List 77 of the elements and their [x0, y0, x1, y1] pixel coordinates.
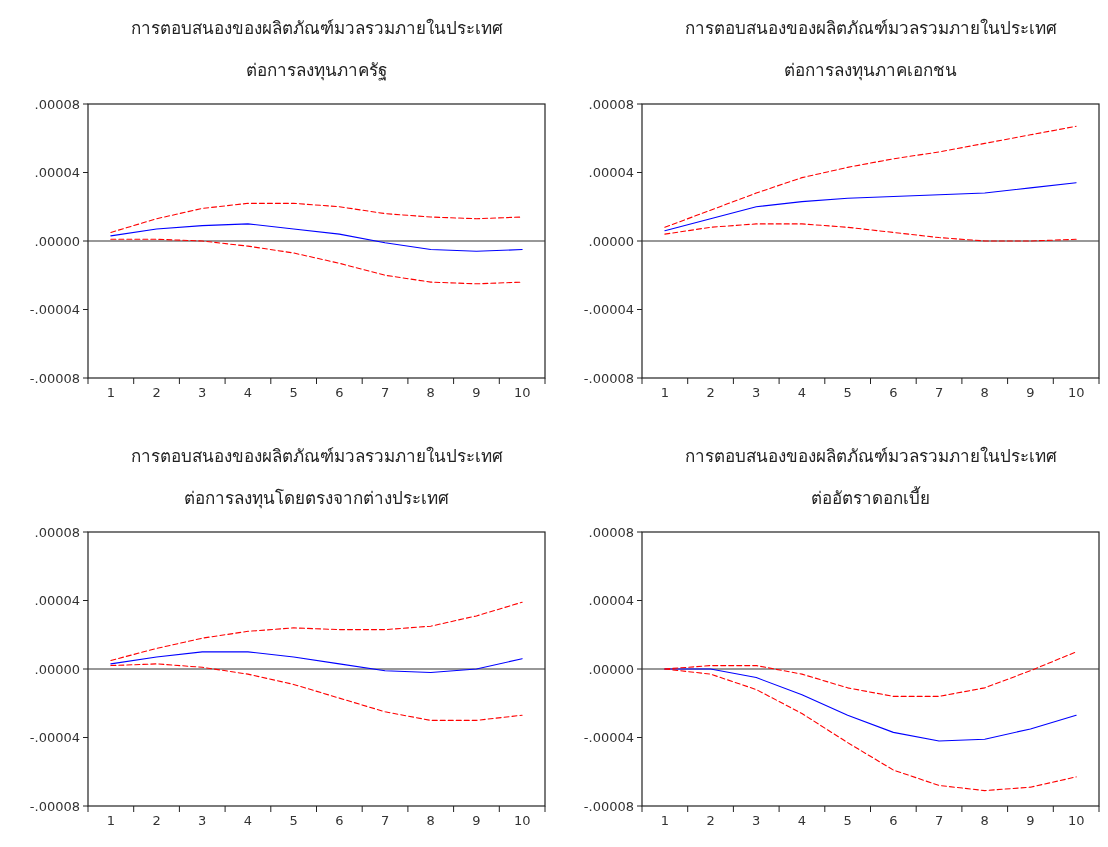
- x-tick-label: 2: [152, 813, 161, 828]
- y-tick-label: -.00004: [583, 730, 634, 746]
- chart-subtitle: ต่อการลงทุนภาคเอกชน: [784, 60, 957, 81]
- x-tick-label: 4: [797, 813, 807, 828]
- x-tick-label: 1: [106, 813, 115, 828]
- y-tick-label: .00004: [588, 165, 634, 181]
- line-series: [110, 663, 523, 721]
- y-tick-label: -.00008: [29, 798, 80, 814]
- y-tick-label: -.00004: [29, 730, 80, 746]
- line-series: [110, 202, 523, 233]
- x-tick-label: 6: [335, 385, 344, 400]
- x-tick-label: 8: [980, 385, 989, 400]
- line-series: [110, 238, 523, 285]
- y-tick-label: -.00004: [29, 302, 80, 318]
- y-tick-label: .00000: [34, 233, 80, 249]
- x-tick-label: 4: [243, 813, 253, 828]
- line-series: [110, 601, 523, 661]
- y-tick-label: .00000: [34, 661, 80, 677]
- x-tick-label: 4: [243, 385, 253, 400]
- x-tick-label: 7: [934, 813, 944, 828]
- line-series: [110, 651, 523, 673]
- x-tick-label: 6: [889, 385, 898, 400]
- x-tick-label: 7: [380, 813, 390, 828]
- y-tick-label: .00008: [34, 96, 80, 112]
- y-tick-label: .00000: [588, 233, 634, 249]
- y-tick-label: -.00008: [583, 798, 634, 814]
- x-tick-label: 8: [426, 385, 435, 400]
- x-tick-label: 6: [335, 813, 344, 828]
- y-tick-label: .00008: [588, 524, 634, 540]
- chart-title: การตอบสนองของผลิตภัณฑ์มวลรวมภายในประเทศ: [684, 18, 1057, 38]
- x-tick-label: 9: [472, 813, 481, 828]
- x-tick-label: 2: [152, 385, 161, 400]
- chart-title: การตอบสนองของผลิตภัณฑ์มวลรวมภายในประเทศ: [130, 18, 503, 38]
- y-tick-label: .00008: [34, 524, 80, 540]
- x-tick-label: 2: [706, 385, 715, 400]
- y-tick-label: .00004: [588, 593, 634, 609]
- x-tick-label: 3: [198, 385, 207, 400]
- x-tick-label: 2: [706, 813, 715, 828]
- x-tick-label: 9: [1026, 385, 1035, 400]
- x-tick-label: 8: [426, 813, 435, 828]
- x-tick-label: 10: [1067, 813, 1085, 828]
- x-tick-label: 5: [843, 813, 852, 828]
- x-tick-label: 10: [513, 385, 531, 400]
- chart-title: การตอบสนองของผลิตภัณฑ์มวลรวมภายในประเทศ: [130, 446, 503, 466]
- x-tick-label: 1: [660, 385, 669, 400]
- y-tick-label: -.00008: [583, 370, 634, 386]
- y-tick-label: .00000: [588, 661, 634, 677]
- x-tick-label: 8: [980, 813, 989, 828]
- x-tick-label: 4: [797, 385, 807, 400]
- x-tick-label: 3: [198, 813, 207, 828]
- x-tick-label: 1: [660, 813, 669, 828]
- x-tick-label: 7: [380, 385, 390, 400]
- line-series: [110, 223, 523, 252]
- chart-subtitle: ต่อการลงทุนภาครัฐ: [246, 60, 387, 81]
- line-series: [664, 223, 1077, 242]
- y-tick-label: -.00004: [583, 302, 634, 318]
- chart-title: การตอบสนองของผลิตภัณฑ์มวลรวมภายในประเทศ: [684, 446, 1057, 466]
- y-tick-label: .00004: [34, 165, 80, 181]
- x-tick-label: 3: [752, 813, 761, 828]
- x-tick-label: 5: [289, 385, 298, 400]
- x-tick-label: 9: [472, 385, 481, 400]
- x-tick-label: 5: [289, 813, 298, 828]
- y-tick-label: -.00008: [29, 370, 80, 386]
- line-series: [664, 125, 1077, 228]
- y-tick-label: .00004: [34, 593, 80, 609]
- chart-subtitle: ต่อการลงทุนโดยตรงจากต่างประเทศ: [184, 488, 449, 509]
- x-tick-label: 5: [843, 385, 852, 400]
- x-tick-label: 10: [513, 813, 531, 828]
- chart-subtitle: ต่ออัตราดอกเบี้ย: [811, 486, 930, 508]
- x-tick-label: 6: [889, 813, 898, 828]
- line-series: [664, 182, 1077, 232]
- x-tick-label: 3: [752, 385, 761, 400]
- y-tick-label: .00008: [588, 96, 634, 112]
- x-tick-label: 1: [106, 385, 115, 400]
- x-tick-label: 7: [934, 385, 944, 400]
- x-tick-label: 10: [1067, 385, 1085, 400]
- x-tick-label: 9: [1026, 813, 1035, 828]
